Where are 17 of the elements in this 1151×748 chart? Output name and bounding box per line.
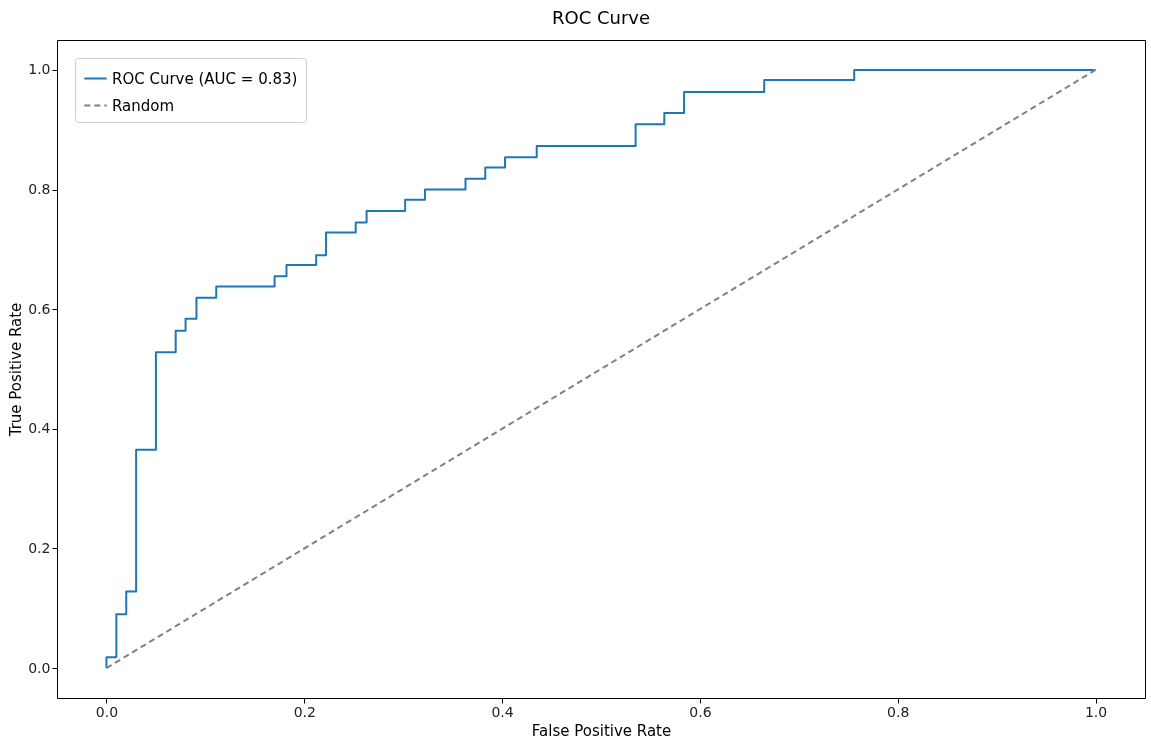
legend-label: ROC Curve (AUC = 0.83) [112, 69, 298, 88]
chart-title: ROC Curve [551, 7, 651, 28]
x-tick-label: 0.0 [95, 703, 119, 720]
x-tick-label: 0.6 [689, 703, 712, 720]
y-tick-label: 1.0 [28, 61, 51, 78]
y-tick-label: 0.6 [28, 300, 51, 317]
y-tick-label: 0.8 [28, 181, 51, 198]
y-axis-title: True Positive Rate [7, 302, 26, 438]
x-axis-title: False Positive Rate [531, 721, 672, 740]
x-tick-label: 0.8 [887, 703, 910, 720]
y-tick-label: 0.0 [28, 659, 51, 676]
x-tick-label: 0.2 [293, 703, 316, 720]
y-tick-label: 0.4 [28, 420, 51, 437]
x-tick-label: 0.4 [491, 703, 514, 720]
x-tick-label: 1.0 [1084, 703, 1108, 720]
legend-label: Random [112, 96, 175, 115]
y-tick-label: 0.2 [28, 539, 51, 556]
